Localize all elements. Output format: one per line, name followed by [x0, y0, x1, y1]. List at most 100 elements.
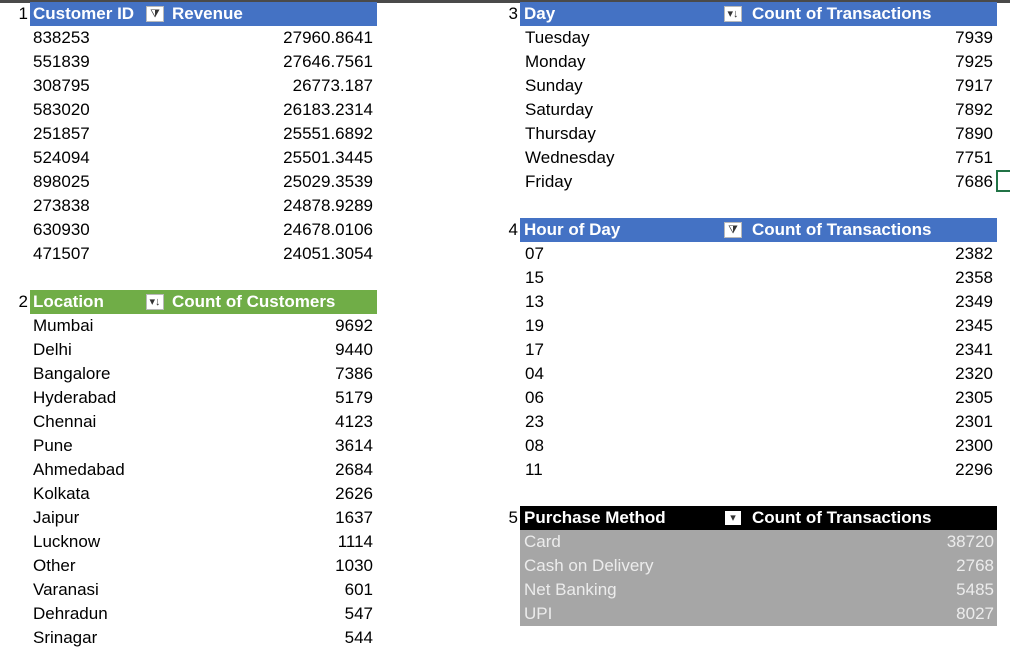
row-label: Other [33, 556, 76, 575]
row-value: 7751 [955, 148, 993, 167]
row-value: 2768 [956, 556, 994, 575]
row-label: Ahmedabad [33, 460, 125, 479]
dropdown-arrow-icon[interactable]: ▾ [724, 510, 742, 526]
row-label: 583020 [33, 100, 90, 119]
row-label: 471507 [33, 244, 90, 263]
row-value: 9692 [335, 316, 373, 335]
row-value: 1030 [335, 556, 373, 575]
row-label: Net Banking [524, 580, 617, 599]
header-count-of-customers[interactable]: Count of Customers [172, 292, 336, 311]
row-value: 601 [344, 580, 373, 599]
row-value: 1114 [337, 532, 373, 551]
row-value: 2296 [955, 460, 993, 479]
row-label: 551839 [33, 52, 90, 71]
row-value: 25029.3539 [283, 172, 373, 191]
table-number: 1 [18, 4, 28, 23]
row-label: 15 [525, 268, 544, 287]
row-value: 2305 [955, 388, 993, 407]
row-value: 2345 [955, 316, 993, 335]
row-value: 3614 [335, 436, 373, 455]
header-count-of-transactions[interactable]: Count of Transactions [752, 4, 932, 23]
row-value: 544 [344, 628, 373, 647]
row-value: 7386 [335, 364, 373, 383]
header-location[interactable]: Location [33, 292, 104, 311]
header-day[interactable]: Day [524, 4, 556, 23]
filter-sort-icon[interactable]: ⧩ [146, 6, 164, 22]
row-label: Srinagar [33, 628, 98, 647]
row-value: 2349 [955, 292, 993, 311]
table-number: 2 [18, 292, 28, 311]
row-label: Wednesday [525, 148, 615, 167]
row-value: 27960.8641 [283, 28, 373, 47]
row-value: 2382 [955, 244, 993, 263]
selected-cell-indicator[interactable] [996, 170, 1010, 192]
row-label: Cash on Delivery [524, 556, 654, 575]
row-label: Card [524, 532, 561, 551]
row-value: 24051.3054 [283, 244, 373, 263]
header-bar: Customer ID ⧩ Revenue [30, 2, 377, 26]
row-label: Lucknow [33, 532, 101, 551]
table-number: 5 [508, 508, 518, 527]
row-value: 7686 [955, 172, 993, 191]
row-value: 1637 [335, 508, 373, 527]
row-label: UPI [524, 604, 553, 623]
row-value: 7890 [955, 124, 993, 143]
header-revenue[interactable]: Revenue [172, 4, 243, 23]
row-value: 8027 [956, 604, 994, 623]
row-label: 308795 [33, 76, 90, 95]
row-value: 5179 [335, 388, 373, 407]
header-count-of-transactions[interactable]: Count of Transactions [752, 220, 932, 239]
row-label: Sunday [525, 76, 583, 95]
row-value: 25551.6892 [283, 124, 373, 143]
row-value: 2300 [955, 436, 993, 455]
row-label: 13 [525, 292, 544, 311]
row-value: 24678.0106 [283, 220, 373, 239]
header-bar: Location ▾↓ Count of Customers [30, 290, 377, 314]
row-label: 11 [525, 460, 543, 479]
row-value: 2301 [955, 412, 993, 431]
row-label: Chennai [33, 412, 97, 431]
row-label: Hyderabad [33, 388, 117, 407]
row-label: Jaipur [33, 508, 80, 527]
window-top-border [0, 0, 1010, 3]
header-bar: Purchase Method ▾ Count of Transactions [520, 506, 997, 530]
row-label: Monday [525, 52, 586, 71]
row-value: 2341 [955, 340, 993, 359]
sort-desc-icon[interactable]: ▾↓ [146, 294, 164, 310]
row-label: 06 [525, 388, 544, 407]
row-label: 251857 [33, 124, 90, 143]
row-label: Mumbai [33, 316, 94, 335]
row-label: 273838 [33, 196, 90, 215]
sort-desc-icon[interactable]: ▾↓ [724, 6, 742, 22]
row-label: 838253 [33, 28, 90, 47]
row-label: Delhi [33, 340, 72, 359]
row-value: 2358 [955, 268, 993, 287]
row-value: 4123 [335, 412, 373, 431]
row-value: 2626 [335, 484, 373, 503]
header-bar: Day ▾↓ Count of Transactions [520, 2, 997, 26]
header-customer-id[interactable]: Customer ID [33, 4, 135, 23]
table-row[interactable]: UPI 8027 [520, 602, 997, 626]
table-row[interactable]: Cash on Delivery 2768 [520, 554, 997, 578]
row-value: 27646.7561 [283, 52, 373, 71]
table-row[interactable]: Net Banking 5485 [520, 578, 997, 602]
header-purchase-method[interactable]: Purchase Method [524, 508, 666, 527]
row-value: 2320 [955, 364, 993, 383]
row-label: Thursday [525, 124, 596, 143]
row-label: Saturday [525, 100, 594, 119]
pivot-table-purchase-method: 5 Purchase Method ▾ Count of Transaction… [506, 506, 997, 626]
table-number: 4 [508, 220, 518, 239]
filter-sort-icon[interactable]: ⧩ [724, 222, 742, 238]
header-count-of-transactions[interactable]: Count of Transactions [752, 508, 932, 527]
table-row[interactable]: Card 38720 [520, 530, 997, 554]
row-label: 17 [525, 340, 544, 359]
row-value: 25501.3445 [283, 148, 373, 167]
row-value: 7939 [955, 28, 993, 47]
header-bar: Hour of Day ⧩ Count of Transactions [520, 218, 997, 242]
row-label: Varanasi [33, 580, 99, 599]
table-number: 3 [508, 4, 518, 23]
row-value: 24878.9289 [283, 196, 373, 215]
header-hour-of-day[interactable]: Hour of Day [524, 220, 621, 239]
row-value: 7892 [955, 100, 993, 119]
row-value: 5485 [956, 580, 994, 599]
